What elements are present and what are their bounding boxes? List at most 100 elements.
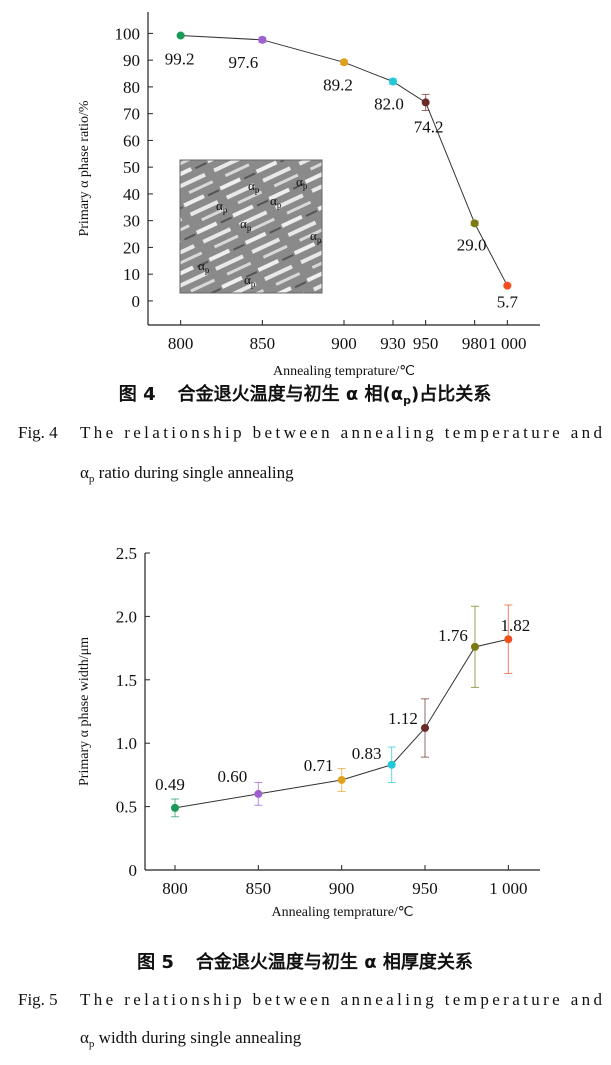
inset-label: αp [270, 193, 282, 210]
data-point [387, 760, 396, 769]
x-tick-label: 980 [462, 334, 488, 353]
data-label: 89.2 [323, 75, 353, 94]
caption-text: p [403, 394, 411, 407]
caption-en-part: p [89, 473, 95, 485]
data-label: 0.71 [304, 756, 334, 775]
x-tick-label: 900 [329, 879, 355, 898]
inset-label: αp [216, 198, 228, 215]
y-tick-label: 90 [123, 51, 140, 70]
inset-label-sub: p [223, 205, 228, 215]
data-point [504, 635, 513, 644]
y-axis-title: Primary α phase width/μm [77, 637, 92, 786]
micrograph-inset [179, 159, 323, 294]
data-point [258, 35, 267, 44]
inset-label-main: α [240, 216, 247, 231]
caption-en-line: αp width during single annealing [80, 1028, 302, 1050]
data-label: 29.0 [457, 235, 487, 254]
y-tick-label: 2.0 [116, 607, 137, 626]
data-label: 1.76 [438, 626, 468, 645]
caption-en-part: ratio during single annealing [94, 463, 294, 482]
data-point [340, 58, 348, 67]
caption: 图 4 合金退火温度与初生 α 相(αp)占比关系 [119, 383, 491, 407]
y-tick-label: 0 [132, 292, 141, 311]
y-tick-label: 0.5 [116, 798, 137, 817]
caption-text: )占比关系 [411, 383, 491, 405]
x-tick-label: 900 [331, 334, 357, 353]
data-point [254, 789, 263, 798]
data-point [471, 642, 479, 651]
x-axis-title: Annealing temprature/℃ [271, 905, 413, 920]
caption-en-line: The relationship between annealing tempe… [80, 990, 603, 1009]
inset-label-main: α [310, 228, 317, 243]
data-label: 0.49 [155, 775, 185, 794]
inset-label: αp [244, 272, 256, 289]
caption-number: 图 5 [137, 952, 174, 973]
data-point [503, 281, 512, 290]
y-axis-title: Primary α phase ratio/% [77, 100, 92, 236]
y-tick-label: 40 [123, 185, 140, 204]
data-point [470, 219, 479, 228]
caption-en-number: Fig. 5 [18, 990, 58, 1009]
inset-label-sub: p [277, 200, 282, 210]
x-tick-label: 950 [412, 879, 438, 898]
data-point [171, 803, 179, 812]
inset-label-sub: p [303, 181, 308, 191]
y-tick-label: 20 [123, 238, 140, 257]
inset-label-sub: p [205, 265, 210, 275]
data-label: 0.60 [217, 767, 247, 786]
y-tick-label: 2.5 [116, 544, 137, 563]
caption-en-part: α [80, 1028, 89, 1047]
inset-label: αp [198, 258, 210, 275]
inset-label: αp [296, 174, 308, 191]
caption-en-line: The relationship between annealing tempe… [80, 423, 603, 442]
caption-en-number: Fig. 4 [18, 423, 58, 442]
y-tick-label: 100 [115, 24, 141, 43]
x-tick-label: 800 [162, 879, 188, 898]
y-tick-label: 80 [123, 78, 140, 97]
y-tick-label: 1.0 [116, 734, 137, 753]
data-label: 99.2 [165, 50, 195, 69]
x-tick-label: 950 [413, 334, 439, 353]
data-point [176, 31, 185, 40]
data-label: 97.6 [228, 53, 258, 72]
caption-en-part: width during single annealing [94, 1028, 301, 1047]
x-tick-label: 930 [380, 334, 406, 353]
caption-text: 合金退火温度与初生 α 相(α [178, 383, 404, 405]
data-point [337, 775, 346, 784]
inset-label: αp [310, 228, 322, 245]
data-point [389, 77, 397, 86]
x-tick-label: 1 000 [489, 879, 527, 898]
data-label: 0.83 [352, 744, 382, 763]
y-tick-label: 10 [123, 265, 140, 284]
inset-label-main: α [244, 272, 251, 287]
y-tick-label: 1.5 [116, 671, 137, 690]
inset-label-sub: p [255, 185, 260, 195]
caption-en-part: p [89, 1038, 95, 1050]
caption-number: 图 4 [119, 384, 156, 405]
y-tick-label: 50 [123, 158, 140, 177]
data-label: 1.12 [388, 709, 418, 728]
data-label: 82.0 [374, 95, 404, 114]
inset-label-main: α [270, 193, 277, 208]
caption-text: 合金退火温度与初生 α 相厚度关系 [196, 951, 473, 973]
x-axis-title: Annealing temprature/℃ [273, 364, 415, 379]
caption-en-part: α [80, 463, 89, 482]
y-tick-label: 70 [123, 105, 140, 124]
x-tick-label: 1 000 [488, 334, 526, 353]
data-point [421, 98, 430, 107]
data-point [421, 723, 429, 732]
inset-label-main: α [248, 178, 255, 193]
x-tick-label: 850 [246, 879, 272, 898]
y-tick-label: 0 [129, 861, 138, 880]
inset-label-main: α [198, 258, 205, 273]
inset-label-sub: p [251, 279, 256, 289]
inset-label: αp [240, 216, 252, 233]
y-tick-label: 60 [123, 131, 140, 150]
data-label: 74.2 [414, 117, 444, 136]
inset-label-main: α [216, 198, 223, 213]
data-label: 5.7 [497, 293, 519, 312]
data-label: 1.82 [500, 616, 530, 635]
inset-label-sub: p [247, 223, 252, 233]
y-tick-label: 30 [123, 212, 140, 231]
